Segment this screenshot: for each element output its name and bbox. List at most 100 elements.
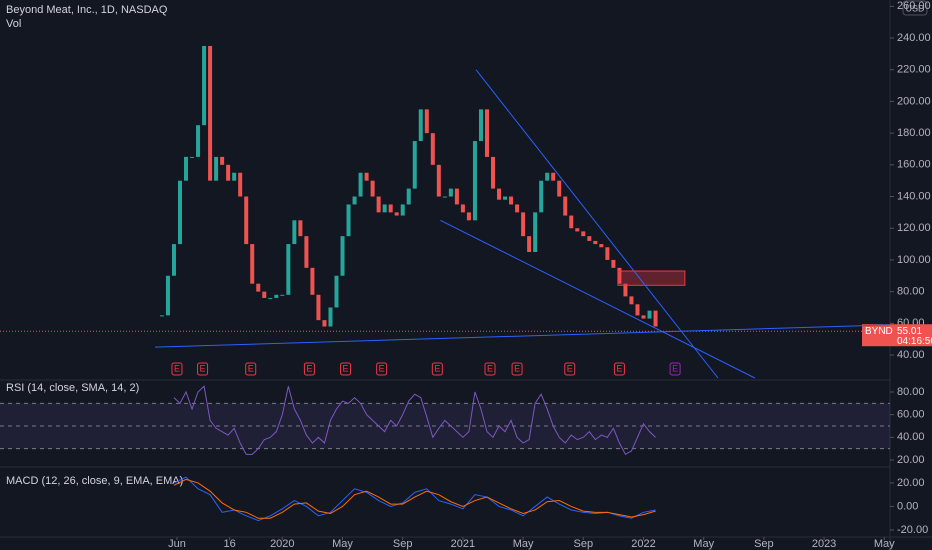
candle <box>587 236 592 241</box>
candle <box>545 172 550 181</box>
y-tick-label: 60.00 <box>897 409 925 421</box>
macd-title: MACD (12, 26, close, 9, EMA, EMA) <box>6 475 183 487</box>
earnings-label: E <box>174 363 180 373</box>
last-price-tag <box>862 324 932 347</box>
chart-title: Beyond Meat, Inc., 1D, NASDAQ <box>6 4 168 16</box>
currency: USD <box>905 3 925 13</box>
y-tick-label: 160.00 <box>897 159 931 171</box>
y-tick-label: 40.00 <box>897 431 925 443</box>
x-tick-label: 2022 <box>631 538 655 550</box>
earnings-label: E <box>567 363 573 373</box>
candle <box>196 125 201 157</box>
y-tick-label: 240.00 <box>897 32 931 44</box>
candle <box>442 196 447 198</box>
candle <box>184 156 189 181</box>
candle <box>575 228 580 232</box>
earnings-marker <box>376 362 388 376</box>
earnings-label: E <box>514 363 520 373</box>
earnings-marker <box>484 362 496 376</box>
candle <box>256 283 261 292</box>
candle <box>334 275 339 308</box>
rsi-title: RSI (14, close, SMA, 14, 2) <box>6 382 139 394</box>
earnings-label: E <box>343 363 349 373</box>
candle <box>647 310 652 319</box>
candle <box>202 45 207 126</box>
x-tick-label: May <box>874 538 895 550</box>
candle <box>370 180 375 197</box>
candle <box>533 212 538 252</box>
y-tick-label: -20.00 <box>897 524 928 536</box>
x-tick-label: May <box>332 538 353 550</box>
currency-box[interactable] <box>902 0 928 16</box>
candle <box>539 180 544 213</box>
candle <box>238 172 243 197</box>
last-price-label: 55.01 <box>897 326 922 337</box>
earnings-label: E <box>379 363 385 373</box>
earnings-marker <box>197 362 209 376</box>
earnings-label: E <box>487 363 493 373</box>
candle <box>581 231 586 237</box>
candle <box>491 156 496 189</box>
y-tick-label: 40.00 <box>897 349 925 361</box>
y-tick-label: 100.00 <box>897 254 931 266</box>
candle <box>569 215 574 229</box>
y-tick-label: 140.00 <box>897 190 931 202</box>
x-tick-label: Sep <box>754 538 774 550</box>
candle <box>250 244 255 284</box>
y-tick-label: 220.00 <box>897 64 931 76</box>
y-tick-label: 200.00 <box>897 95 931 107</box>
symbol-label: BYND <box>865 326 893 337</box>
trendline <box>154 324 891 348</box>
candle <box>593 240 598 245</box>
earnings-marker <box>340 362 352 376</box>
candle <box>484 109 489 157</box>
candle <box>310 267 315 295</box>
candle <box>262 291 267 298</box>
candle <box>159 315 164 317</box>
earnings-marker <box>245 362 257 376</box>
candle <box>629 296 634 305</box>
indicator-line <box>173 478 656 519</box>
candle <box>232 172 237 181</box>
candle <box>454 188 459 205</box>
earnings-label: E <box>434 363 440 373</box>
x-tick-label: 2021 <box>451 538 475 550</box>
candle <box>304 236 309 268</box>
candle <box>400 204 405 216</box>
candle <box>430 133 435 165</box>
candle <box>521 212 526 237</box>
candle <box>226 164 231 181</box>
x-tick-label: Jun <box>168 538 186 550</box>
candle <box>280 294 285 296</box>
candle <box>551 172 556 181</box>
candle <box>376 196 381 213</box>
candle <box>165 275 170 316</box>
candle <box>509 196 514 205</box>
candle <box>641 315 646 319</box>
candle <box>527 236 532 252</box>
candle <box>177 180 182 245</box>
candle <box>424 109 429 134</box>
earnings-marker <box>669 362 681 376</box>
candle <box>220 156 225 165</box>
earnings-label: E <box>672 363 678 373</box>
countdown: 04:16:50 <box>897 336 932 347</box>
candle <box>599 244 604 248</box>
earnings-marker <box>431 362 443 376</box>
candle <box>503 196 508 200</box>
candle <box>617 267 622 284</box>
candle <box>292 220 297 245</box>
candle <box>418 109 423 142</box>
candle <box>274 294 279 298</box>
candle <box>382 204 387 213</box>
x-tick-label: Sep <box>393 538 413 550</box>
candle <box>472 141 477 221</box>
trendline <box>475 69 719 379</box>
x-tick-label: 16 <box>224 538 236 550</box>
candle <box>412 141 417 189</box>
candle <box>328 307 333 327</box>
y-tick-label: 20.00 <box>897 477 925 489</box>
volume-label: Vol <box>6 18 21 30</box>
